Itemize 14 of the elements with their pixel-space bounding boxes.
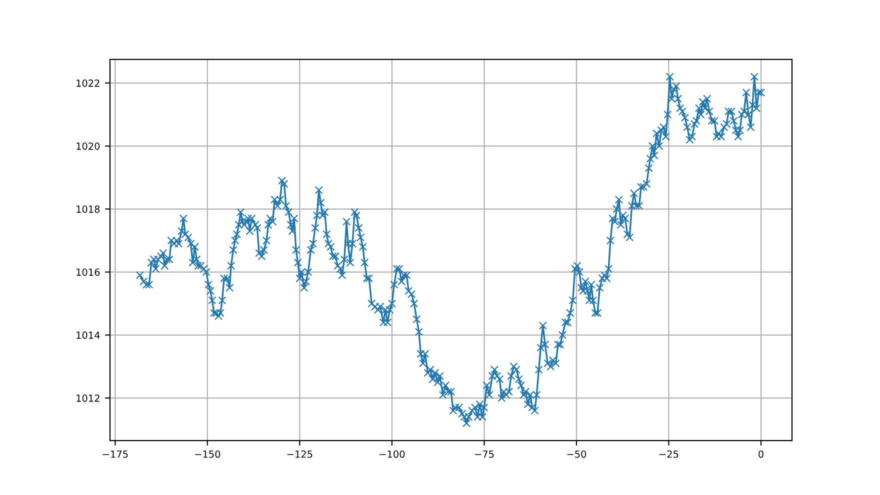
x-tick-label: −125 [287,450,312,458]
x-tick-label: −175 [102,450,128,458]
x-tick-label: −75 [474,450,494,458]
y-tick-label: 1020 [76,142,100,150]
x-tick-label: 0 [758,450,764,458]
x-tick-label: −50 [567,450,586,458]
x-tick-label: −100 [380,450,405,458]
x-tick-label: −25 [660,450,678,458]
y-tick-label: 1016 [76,268,100,276]
y-tick-label: 1018 [76,206,100,213]
x-tick-label: −150 [195,450,220,458]
y-tick-label: 1022 [76,80,100,87]
y-tick-label: 1014 [76,332,100,339]
y-tick-label: 1012 [76,394,100,402]
